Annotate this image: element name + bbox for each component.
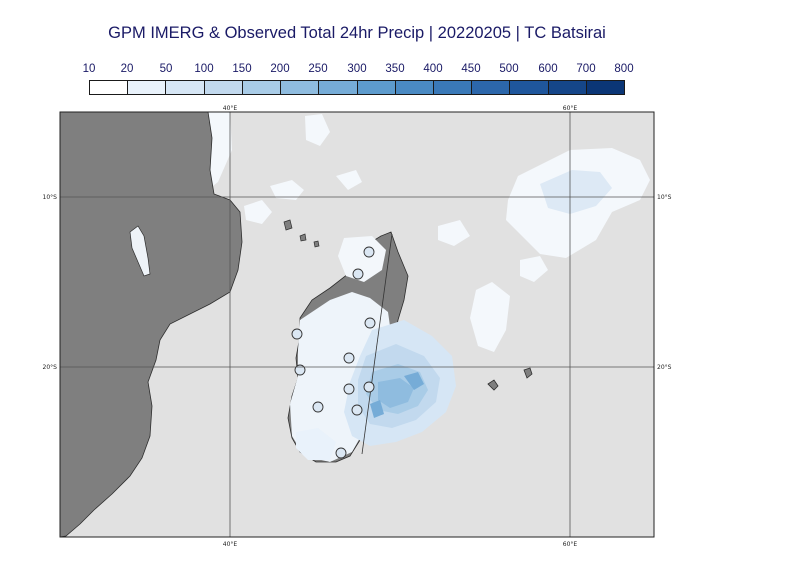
colorbar-swatch — [166, 81, 205, 94]
station-marker — [364, 317, 376, 329]
lon-label-top: 60°E — [563, 105, 578, 112]
station-marker — [294, 364, 306, 376]
map-frame — [59, 111, 655, 538]
colorbar-label: 300 — [347, 63, 367, 75]
precip-colorbar — [89, 80, 625, 95]
colorbar-swatch — [242, 81, 282, 94]
comoros-island — [313, 240, 320, 248]
lon-label-bottom: 60°E — [563, 541, 578, 548]
colorbar-label: 700 — [576, 63, 596, 75]
colorbar-swatch — [548, 81, 587, 94]
colorbar-label: 250 — [308, 63, 328, 75]
mauritius-island — [523, 367, 533, 379]
colorbar-swatch — [128, 81, 167, 94]
colorbar-swatch — [90, 81, 129, 94]
station-marker — [363, 246, 375, 258]
precip-patch — [540, 170, 612, 214]
colorbar-swatch — [433, 81, 473, 94]
colorbar-label: 20 — [120, 63, 134, 75]
chart-title: GPM IMERG & Observed Total 24hr Precip |… — [108, 24, 606, 42]
lat-label-left: 20°S — [43, 364, 58, 371]
lon-label-top: 40°E — [223, 105, 238, 112]
colorbar-swatch — [395, 81, 434, 94]
lat-label-left: 10°S — [43, 194, 58, 201]
station-marker — [335, 447, 347, 459]
colorbar-label: 800 — [614, 63, 634, 75]
colorbar-swatch — [281, 81, 320, 94]
comoros-island — [283, 219, 293, 231]
colorbar-label: 200 — [270, 63, 290, 75]
station-marker — [312, 401, 324, 413]
storm-track-line — [361, 233, 393, 455]
colorbar-label: 100 — [194, 63, 214, 75]
colorbar-label: 10 — [82, 63, 96, 75]
reunion-island — [487, 379, 499, 391]
station-marker — [363, 381, 375, 393]
station-marker — [343, 383, 355, 395]
colorbar-label: 350 — [385, 63, 405, 75]
africa-land — [60, 112, 243, 537]
colorbar-label: 150 — [232, 63, 252, 75]
lat-label-right: 10°S — [657, 194, 672, 201]
lake — [129, 225, 151, 277]
lat-label-right: 20°S — [657, 364, 672, 371]
colorbar-label: 450 — [461, 63, 481, 75]
colorbar-swatch — [510, 81, 549, 94]
graticule — [60, 112, 654, 537]
station-marker — [291, 328, 303, 340]
colorbar-label: 600 — [538, 63, 558, 75]
station-marker — [343, 352, 355, 364]
colorbar-swatch — [319, 81, 358, 94]
colorbar-labels: 10 20 50 100 150 200 250 300 350 400 450… — [0, 63, 800, 77]
station-markers — [291, 246, 376, 459]
colorbar-swatch — [357, 81, 396, 94]
colorbar-label: 400 — [423, 63, 443, 75]
station-marker — [351, 404, 363, 416]
colorbar-swatch — [204, 81, 243, 94]
lon-label-bottom: 40°E — [223, 541, 238, 548]
colorbar-label: 500 — [499, 63, 519, 75]
precip-patch — [338, 236, 386, 282]
colorbar-swatch — [586, 81, 625, 94]
colorbar-label: 50 — [159, 63, 173, 75]
station-marker — [352, 268, 364, 280]
comoros-island — [299, 233, 307, 242]
colorbar-swatch — [472, 81, 511, 94]
